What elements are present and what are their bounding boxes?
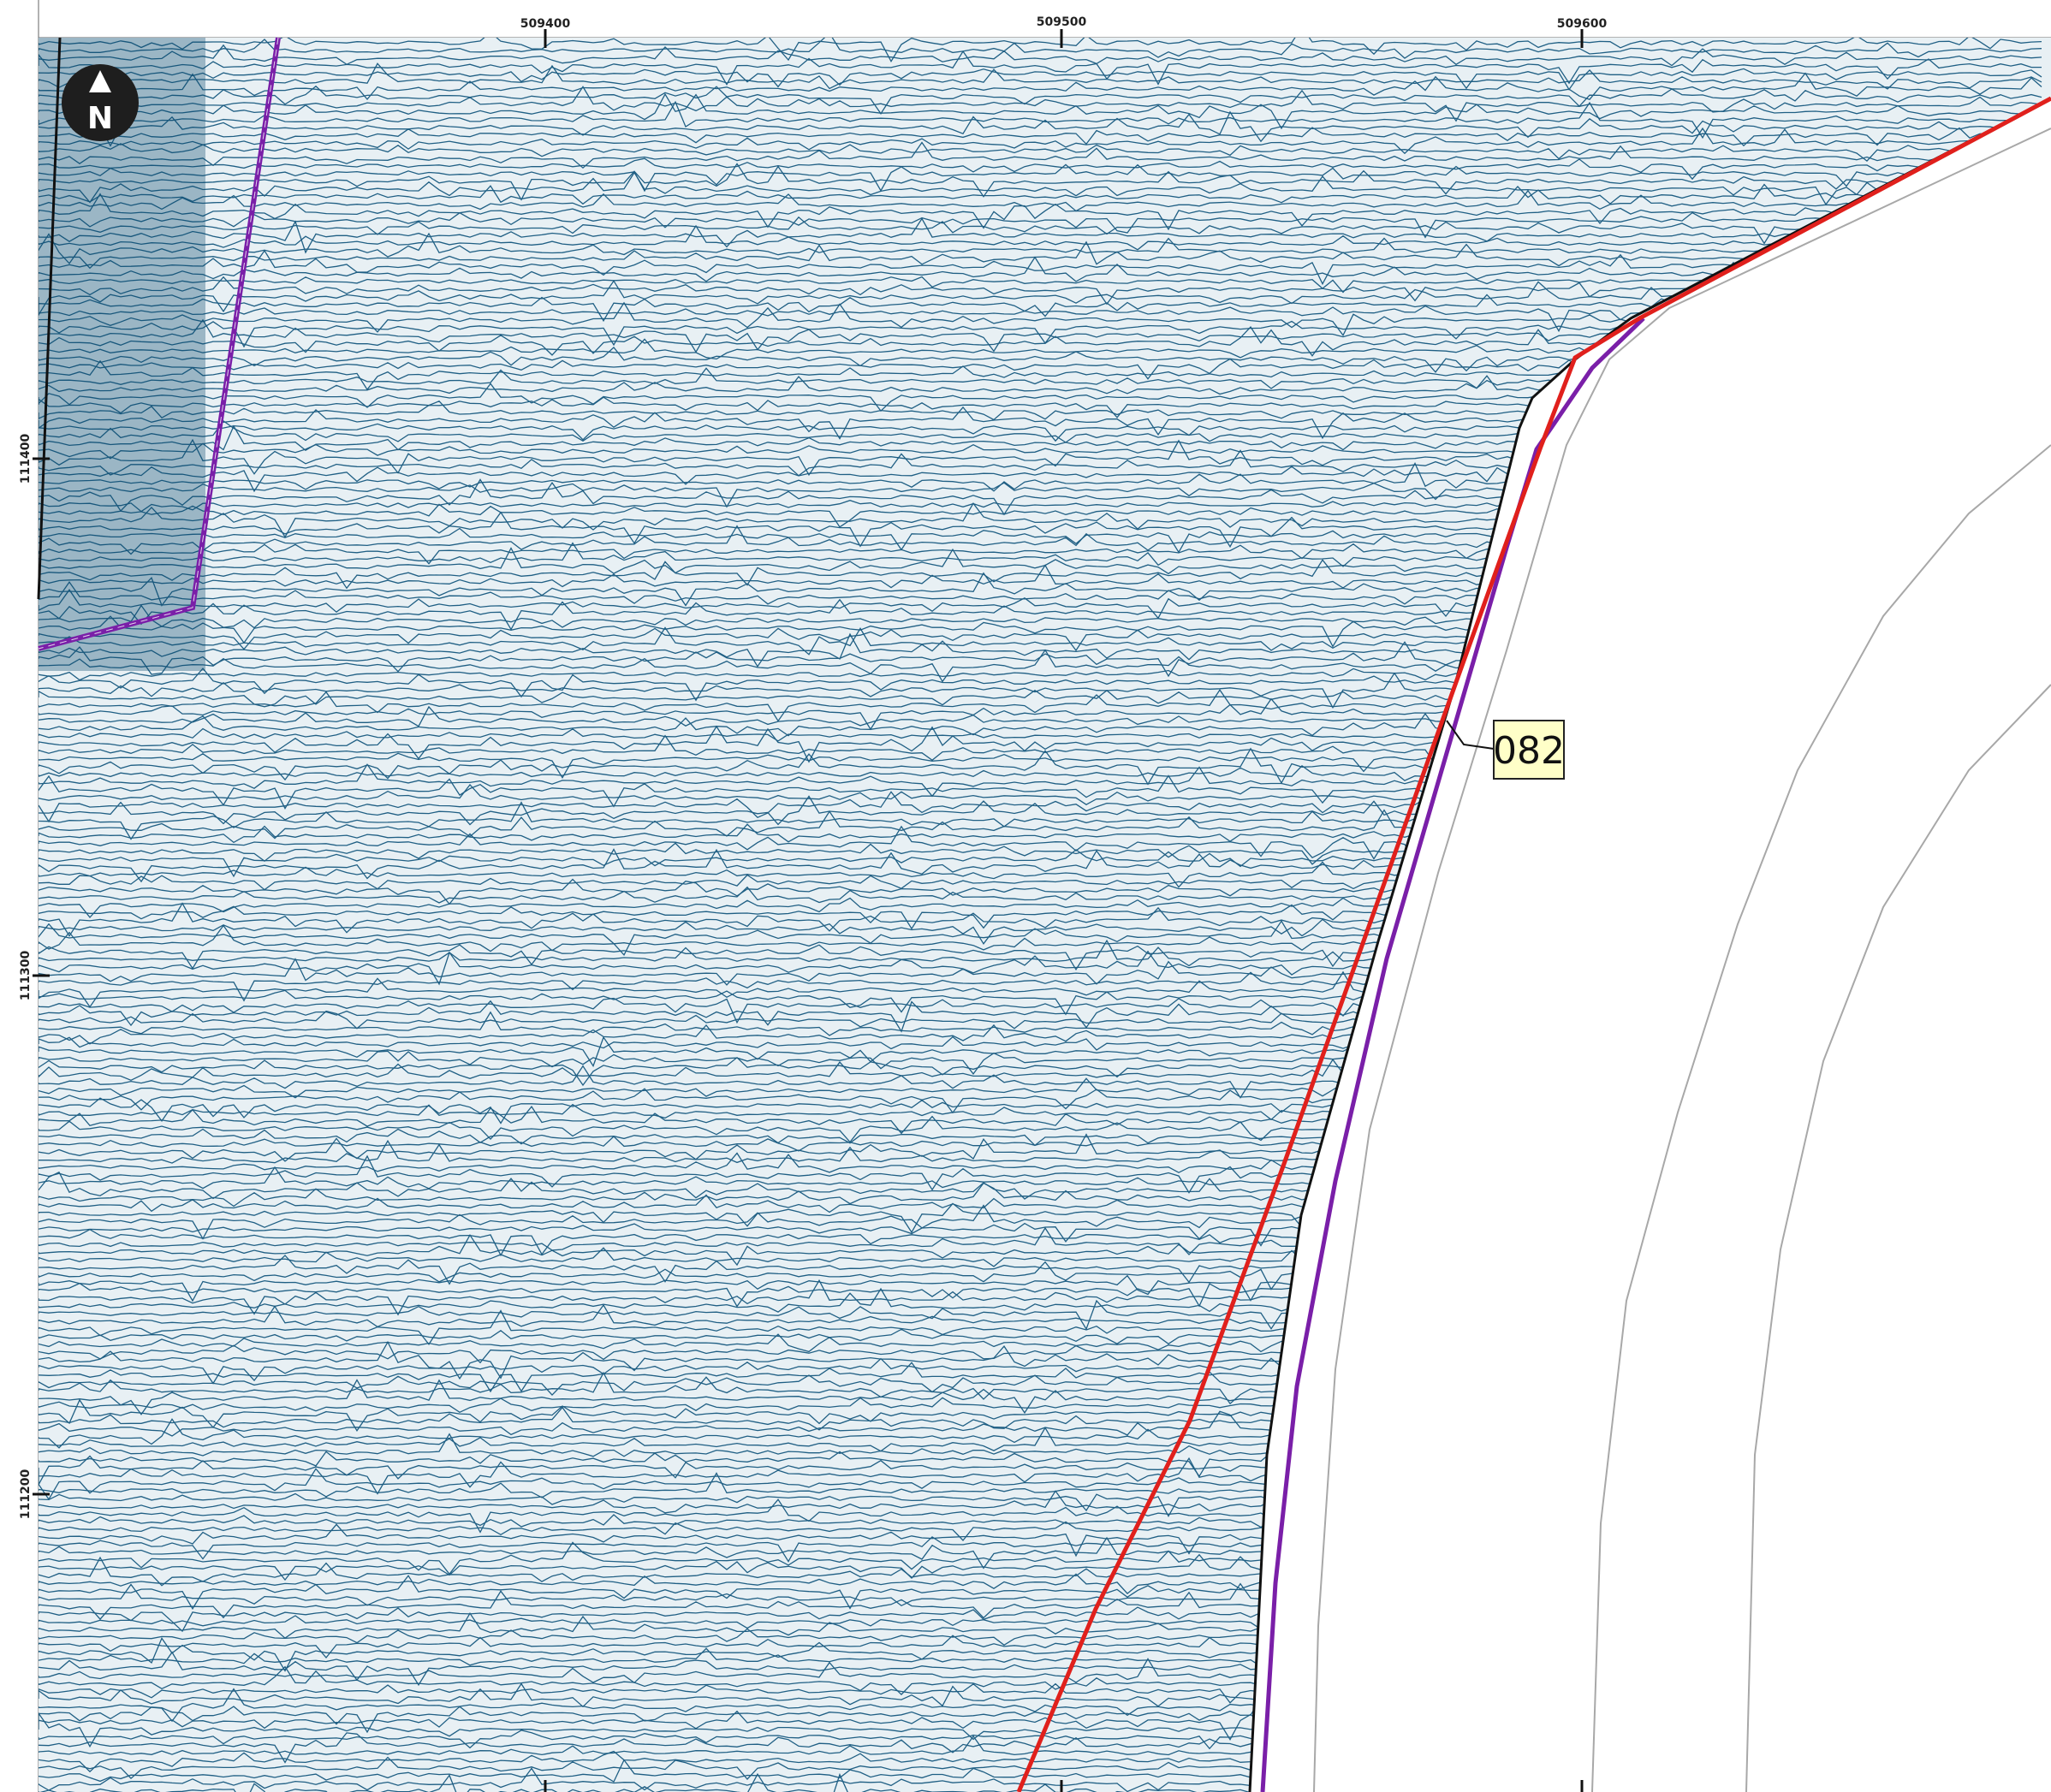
survey-trace-line [39,232,2042,264]
route-line-red [1016,96,2051,1792]
survey-trace-line [39,44,2042,67]
grid-label-y: 111400 [19,434,33,484]
survey-trace-line [39,85,2042,115]
contour-lines [1313,128,2051,1792]
survey-trace-line [39,193,2042,231]
survey-trace-line [39,171,2042,205]
survey-trace-line [39,143,2042,162]
callout-label-082[interactable]: 082 [1493,720,1565,780]
survey-trace-line [39,110,2042,147]
survey-trace-line [39,256,2042,293]
survey-trace-line [39,127,2042,155]
survey-left-edge [37,37,62,600]
grid-label-y: 111300 [19,951,33,1001]
survey-trace-line [39,183,2042,205]
grid-label-x: 509400 [520,17,571,31]
survey-trace-line [39,50,2042,86]
survey-trace-line [39,68,2042,91]
top-grid-margin [0,0,2051,38]
contour-line [1745,684,2051,1792]
survey-trace-line [39,216,2042,245]
north-arrow-icon: N [62,64,139,141]
survey-trace-line [39,163,2042,201]
survey-trace-line [39,100,2042,139]
survey-trace-line [39,38,2042,63]
survey-trace-line [39,86,2042,122]
survey-trace-line [39,72,2042,101]
boundary-line-inner-dash [38,37,279,650]
north-arrow-letter: N [87,101,113,136]
callout-leader-line [1446,720,1495,750]
contour-line [1313,128,2051,1792]
grid-label-x: 509500 [1037,15,1087,29]
survey-trace-line [39,224,2042,259]
survey-trace-line [39,62,2042,90]
survey-trace-line [39,141,2042,169]
survey-trace-line [39,249,2042,286]
grid-y-axis: 111400 111300 111200 [19,434,50,1520]
dense-survey-block [39,38,205,671]
callout-box [1493,720,1565,780]
survey-trace-line [39,150,2042,181]
survey-trace-line [39,92,2042,130]
survey-trace-line [39,163,2042,193]
survey-coverage-area [39,38,2051,1792]
survey-trace-line [39,211,2042,239]
survey-trace-line [39,217,2042,254]
boundary-line-purple-right [1260,317,1645,1792]
contour-line [1591,444,2051,1792]
grid-label-y: 111200 [19,1469,33,1520]
grid-label-x: 509600 [1557,17,1608,31]
callout-label-text: 082 [1493,729,1565,773]
survey-trace-line [39,189,2042,212]
grid-x-axis: 509400 509500 509600 [520,15,1608,1792]
